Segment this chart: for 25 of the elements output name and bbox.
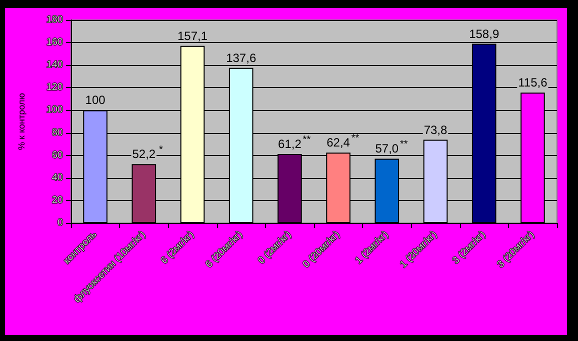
y-tick-label: 120 bbox=[46, 82, 64, 94]
y-tick-label: 160 bbox=[46, 37, 64, 48]
data-label: 62,4 bbox=[326, 136, 350, 150]
y-tick-label: 100 bbox=[46, 104, 64, 116]
annotation: ** bbox=[302, 134, 311, 146]
data-label: 158,9 bbox=[469, 26, 500, 41]
y-tick-label: 140 bbox=[46, 60, 64, 71]
annotation: ** bbox=[351, 133, 360, 144]
y-tick-label: 20 bbox=[52, 194, 64, 206]
y-tick-label: 80 bbox=[52, 127, 64, 138]
data-label: 73,8 bbox=[424, 122, 448, 137]
data-label: 157,1 bbox=[177, 28, 208, 43]
annotation: * bbox=[158, 144, 163, 156]
data-label: 52,2 bbox=[132, 147, 156, 162]
y-tick-label: 0 bbox=[57, 218, 64, 228]
y-tick-label: 40 bbox=[52, 172, 64, 184]
y-tick-label: 60 bbox=[52, 150, 64, 161]
data-label: 100 bbox=[85, 93, 106, 108]
data-label: 61,2 bbox=[278, 136, 302, 151]
annotation: ** bbox=[400, 139, 408, 150]
data-label: 115,6 bbox=[518, 76, 548, 90]
y-axis-title: % к контролю bbox=[16, 92, 26, 150]
y-tick-label: 180 bbox=[46, 14, 64, 26]
data-label: 137,6 bbox=[226, 50, 256, 65]
data-label: 57,0 bbox=[375, 142, 399, 156]
